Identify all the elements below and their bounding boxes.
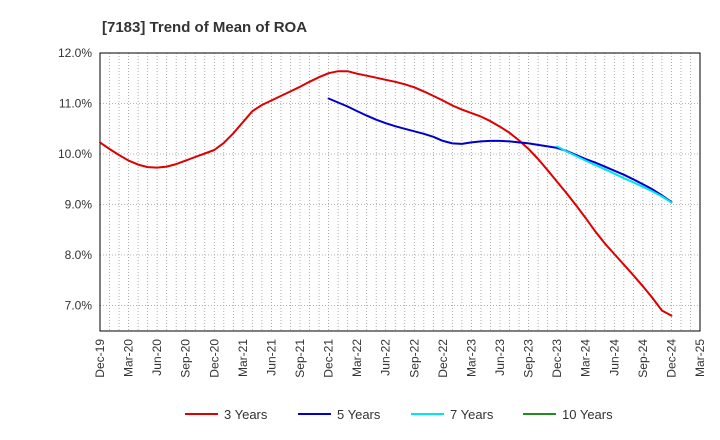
x-tick-label: Sep-23 <box>522 339 536 378</box>
y-tick-label: 9.0% <box>65 198 93 212</box>
x-tick-label: Jun-23 <box>493 339 507 376</box>
x-tick-label: Sep-24 <box>636 339 650 378</box>
legend-label: 10 Years <box>562 407 613 422</box>
y-axis: 12.0% 11.0% 10.0% 9.0% 8.0% 7.0% <box>58 46 92 313</box>
x-tick-label: Dec-19 <box>93 339 107 378</box>
x-tick-label: Mar-25 <box>693 339 707 377</box>
x-tick-label: Dec-23 <box>550 339 564 378</box>
x-tick-label: Dec-22 <box>436 339 450 378</box>
y-tick-label: 12.0% <box>58 46 92 60</box>
x-tick-label: Dec-20 <box>207 339 221 378</box>
legend-label: 7 Years <box>450 407 494 422</box>
x-tick-label: Jun-22 <box>379 339 393 376</box>
legend: 3 Years 5 Years 7 Years 10 Years <box>185 407 613 422</box>
x-tick-label: Sep-21 <box>293 339 307 378</box>
x-tick-label: Mar-22 <box>350 339 364 377</box>
x-tick-label: Mar-23 <box>464 339 478 377</box>
x-tick-label: Jun-20 <box>150 339 164 376</box>
x-tick-label: Mar-24 <box>579 339 593 377</box>
series-line-3 <box>556 145 673 204</box>
y-tick-label: 11.0% <box>59 97 92 111</box>
x-tick-label: Jun-24 <box>607 339 621 376</box>
x-tick-label: Dec-24 <box>664 339 678 378</box>
legend-label: 3 Years <box>224 407 268 422</box>
x-tick-label: Dec-21 <box>322 339 336 378</box>
x-tick-label: Sep-22 <box>407 339 421 378</box>
series-layer <box>99 70 673 317</box>
x-tick-label: Mar-21 <box>236 339 250 377</box>
grid <box>100 52 700 331</box>
y-tick-label: 7.0% <box>65 299 93 313</box>
y-tick-label: 8.0% <box>65 248 93 262</box>
plot-area-border <box>99 52 701 332</box>
chart-title: [7183] Trend of Mean of ROA <box>102 19 307 36</box>
series-line-1 <box>99 70 673 317</box>
x-tick-label: Jun-21 <box>264 339 278 376</box>
series-line-2 <box>327 97 673 203</box>
x-tick-label: Mar-20 <box>122 339 136 377</box>
x-tick-label: Sep-20 <box>179 339 193 378</box>
y-tick-label: 10.0% <box>58 147 92 161</box>
x-axis: Dec-19 Mar-20 Jun-20 Sep-20 Dec-20 Mar-21 Jun-… <box>93 339 707 378</box>
legend-label: 5 Years <box>337 407 381 422</box>
